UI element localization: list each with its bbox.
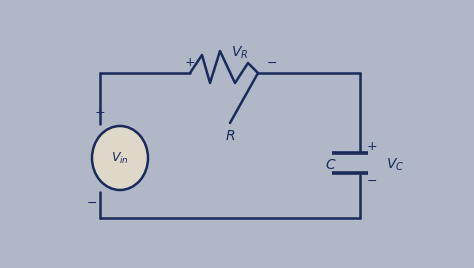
Text: +: + bbox=[367, 140, 377, 152]
Text: $V_{in}$: $V_{in}$ bbox=[111, 150, 129, 166]
Text: +: + bbox=[185, 57, 195, 69]
Text: −: − bbox=[367, 174, 377, 188]
Text: $V_C$: $V_C$ bbox=[386, 157, 404, 173]
Text: −: − bbox=[87, 196, 97, 210]
Text: R: R bbox=[225, 129, 235, 143]
Text: −: − bbox=[267, 57, 277, 69]
Text: +: + bbox=[95, 106, 105, 120]
Text: $V_R$: $V_R$ bbox=[231, 45, 249, 61]
Ellipse shape bbox=[92, 126, 148, 190]
Text: C: C bbox=[325, 158, 335, 172]
